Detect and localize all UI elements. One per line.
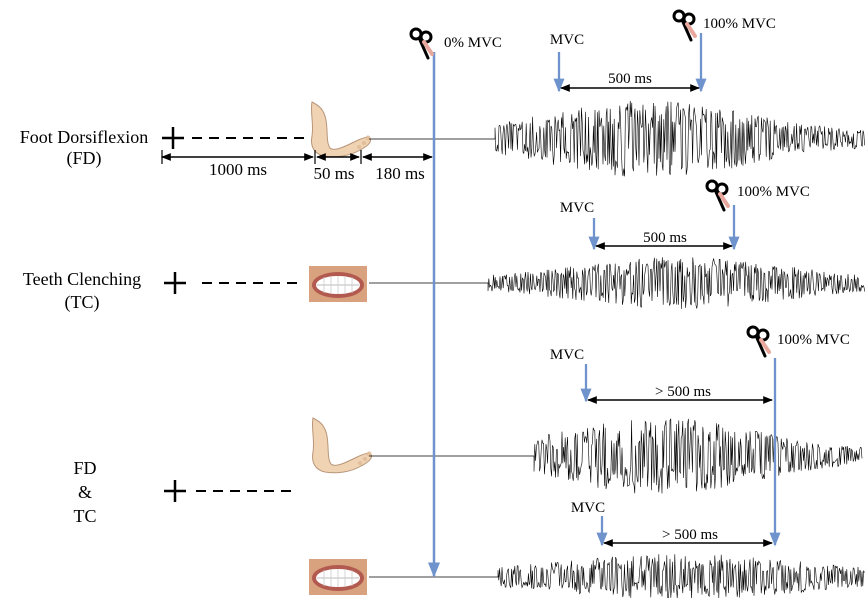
scissors-marker-icon: [409, 27, 434, 60]
teeth-clench-icon: [308, 558, 368, 596]
foot-icon: [311, 417, 373, 474]
foot-icon: [310, 101, 372, 158]
combined-label-line3: TC: [73, 506, 96, 526]
combined-teeth-mvc-label: MVC: [571, 500, 605, 516]
fd-emg-signal: [494, 100, 865, 177]
tc-mvc-window-label: 500 ms: [643, 230, 687, 246]
fd-label-line2: (FD): [67, 148, 102, 169]
fd-cue-interval-label: 1000 ms: [209, 160, 267, 179]
tc-emg-signal: [487, 257, 866, 309]
combined-teeth-emg-signal: [497, 554, 865, 598]
tc-fixation-cross: [164, 272, 186, 294]
fd-mvc-label: MVC: [550, 32, 584, 48]
fd-stim-interval-label: 50 ms: [313, 164, 354, 183]
fd-mvc-window-label: 500 ms: [608, 71, 652, 87]
combined-foot-mvc-window-label: > 500 ms: [655, 384, 711, 400]
tc-label-line2: (TC): [65, 292, 100, 313]
fd-peak-label: 100% MVC: [703, 16, 776, 32]
onset-marker-label: 0% MVC: [444, 35, 502, 51]
scissors-marker-icon: [746, 325, 771, 358]
combined-peak-label: 100% MVC: [777, 332, 850, 348]
teeth-clench-icon: [308, 265, 368, 303]
tc-mvc-label: MVC: [560, 200, 594, 216]
combined-teeth-mvc-window-label: > 500 ms: [662, 527, 718, 543]
combined-label-line1: FD: [73, 458, 96, 478]
combined-foot-mvc-label: MVC: [550, 347, 584, 363]
fd-fixation-cross: [162, 127, 184, 149]
scissors-marker-icon: [705, 179, 730, 212]
tc-peak-label: 100% MVC: [737, 184, 810, 200]
scissors-marker-icon: [672, 9, 697, 42]
combined-foot-emg-signal: [533, 418, 863, 494]
tc-label-line1: Teeth Clenching: [23, 269, 141, 289]
combined-label-line2: &: [78, 482, 92, 502]
fd-label-line1: Foot Dorsiflexion: [20, 127, 149, 147]
combined-fixation-cross: [164, 480, 186, 502]
fd-delay-interval-label: 180 ms: [375, 164, 425, 183]
